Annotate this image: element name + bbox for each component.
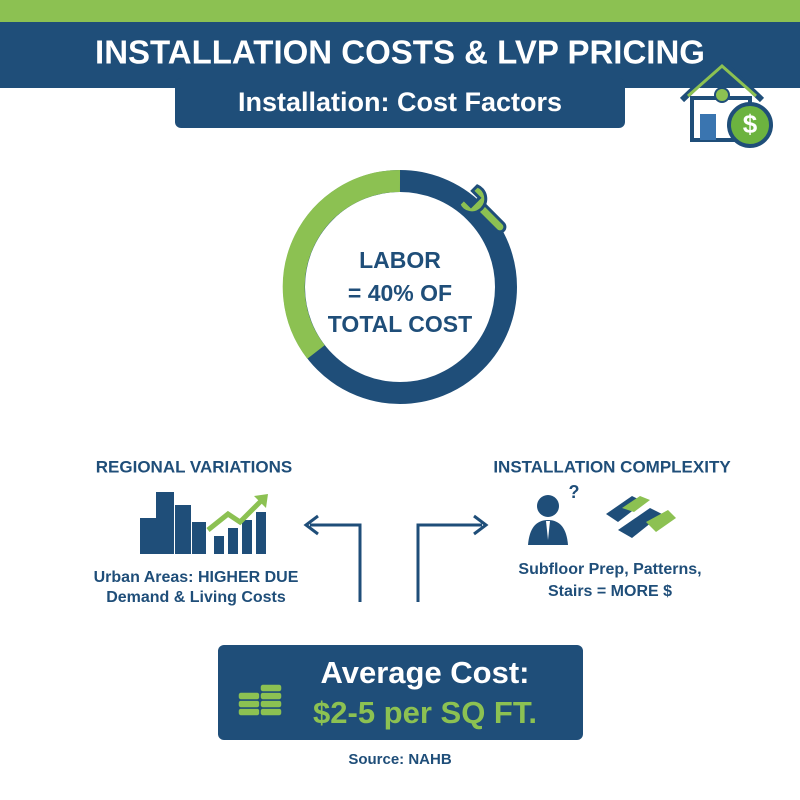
regional-heading: REGIONAL VARIATIONS xyxy=(96,457,292,476)
svg-text:$: $ xyxy=(743,109,758,139)
connector-left xyxy=(310,523,362,602)
complexity-text: Subfloor Prep, Patterns, xyxy=(518,561,701,578)
trend-arrow xyxy=(206,498,264,532)
average-value: $2-5 per SQ FT. xyxy=(313,695,537,730)
title: INSTALLATION COSTS & LVP PRICING xyxy=(95,34,705,71)
subtitle-tab xyxy=(175,78,625,128)
buildings-icon xyxy=(140,492,266,554)
average-box xyxy=(218,645,583,740)
house-icon: $ xyxy=(679,59,773,148)
svg-text:?: ? xyxy=(569,482,580,502)
donut-text: TOTAL COST xyxy=(328,311,472,337)
source: Source: NAHB xyxy=(348,751,452,768)
planks-icon xyxy=(606,496,676,538)
wrench-icon xyxy=(457,184,507,234)
top-strip xyxy=(0,0,800,22)
connector-right-head xyxy=(473,514,489,536)
complexity-text: Stairs = MORE $ xyxy=(548,583,672,600)
coins-icon xyxy=(237,683,283,717)
donut-text: LABOR xyxy=(359,247,441,273)
connector-right xyxy=(416,523,482,602)
donut-highlight xyxy=(282,169,401,359)
donut-text: = 40% OF xyxy=(348,280,452,306)
trend-arrowhead xyxy=(254,494,268,508)
person-icon: ? xyxy=(528,482,580,545)
average-label: Average Cost: xyxy=(320,655,529,690)
regional-text: Demand & Living Costs xyxy=(106,589,286,606)
complexity-heading: INSTALLATION COMPLEXITY xyxy=(493,457,731,476)
title-band xyxy=(0,22,800,88)
subtitle: Installation: Cost Factors xyxy=(238,87,562,117)
regional-text: Urban Areas: HIGHER DUE xyxy=(94,569,299,586)
connector-left-head xyxy=(303,514,319,536)
